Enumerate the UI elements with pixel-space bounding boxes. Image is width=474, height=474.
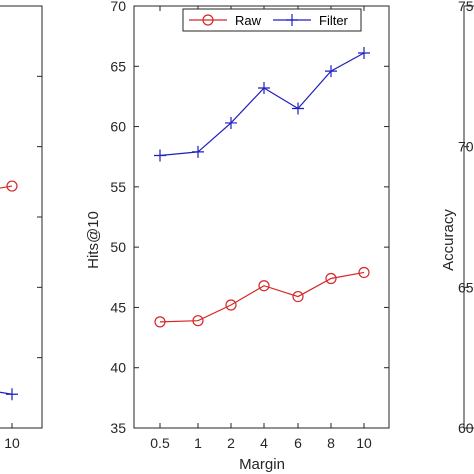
x-tick-label: 8 bbox=[327, 435, 335, 451]
center-panel: 35 40 45 50 55 60 65 70 0.5 1 2 4 6 8 10 Margin Hits@… bbox=[85, 0, 390, 473]
right-panel-frame bbox=[463, 5, 474, 429]
legend: Raw Filter bbox=[182, 8, 362, 32]
data-point-filter bbox=[258, 81, 270, 94]
legend-raw-marker bbox=[202, 14, 214, 26]
data-point-raw bbox=[225, 299, 237, 311]
legend-filter-label: Filter bbox=[319, 13, 349, 28]
data-point-filter bbox=[192, 145, 204, 158]
right-y-tick-label: 65 bbox=[458, 279, 474, 295]
data-point-raw bbox=[358, 266, 370, 279]
right-y-tick-label: 60 bbox=[458, 420, 474, 436]
left-panel-marks bbox=[0, 180, 18, 401]
data-point-filter bbox=[154, 149, 166, 162]
y-axis-title: Hits@10 bbox=[85, 211, 102, 269]
data-point-raw bbox=[258, 280, 270, 292]
x-tick-label: 1 bbox=[194, 435, 202, 451]
legend-raw-label: Raw bbox=[235, 13, 262, 28]
x-tick-label: 10 bbox=[356, 435, 372, 451]
y-tick-label: 35 bbox=[110, 420, 126, 436]
left-data-point-red bbox=[6, 180, 18, 192]
center-panel-series-markers bbox=[154, 47, 370, 328]
data-point-raw bbox=[325, 272, 337, 285]
data-point-filter bbox=[358, 47, 370, 60]
data-point-raw bbox=[192, 315, 204, 327]
left-panel-frame bbox=[0, 5, 43, 429]
y-tick-label: 65 bbox=[110, 58, 126, 74]
x-tick-label: 6 bbox=[294, 435, 302, 451]
right-y-tick-label: 70 bbox=[458, 139, 474, 155]
right-y-tick-label: 75 bbox=[458, 0, 474, 14]
legend-filter-marker bbox=[286, 14, 298, 26]
y-tick-label: 40 bbox=[110, 360, 126, 376]
series-line-raw bbox=[159, 271, 365, 323]
x-axis-title: Margin bbox=[239, 456, 285, 473]
y-tick-label: 50 bbox=[110, 239, 126, 255]
right-panel: 60 65 70 75 Accuracy bbox=[440, 0, 474, 436]
data-point-filter bbox=[325, 65, 337, 78]
center-panel-y-axis: 35 40 45 50 55 60 65 70 bbox=[110, 0, 389, 436]
center-panel-frame bbox=[133, 5, 390, 429]
series-line-filter bbox=[159, 52, 365, 157]
data-point-filter bbox=[292, 102, 304, 115]
x-tick-label: 4 bbox=[260, 435, 268, 451]
y-tick-label: 55 bbox=[110, 179, 126, 195]
right-y-axis-title: Accuracy bbox=[440, 209, 457, 271]
left-panel-y-ticks bbox=[11, 5, 42, 429]
data-point-raw bbox=[154, 316, 166, 328]
right-panel-y-axis: 60 65 70 75 bbox=[458, 0, 474, 436]
left-panel: 10 bbox=[0, 5, 43, 451]
y-tick-label: 70 bbox=[110, 0, 126, 14]
center-panel-x-axis: 0.5 1 2 4 6 8 10 bbox=[150, 6, 372, 451]
x-tick-label: 2 bbox=[227, 435, 235, 451]
y-tick-label: 45 bbox=[110, 299, 126, 315]
left-data-point-blue bbox=[6, 388, 18, 401]
left-series-line-red bbox=[0, 185, 13, 189]
data-point-filter bbox=[225, 116, 237, 129]
x-tick-label: 0.5 bbox=[150, 435, 170, 451]
left-panel-x-tick-label: 10 bbox=[4, 435, 20, 451]
data-point-raw bbox=[292, 290, 304, 303]
legend-box bbox=[182, 8, 362, 32]
y-tick-label: 60 bbox=[110, 119, 126, 135]
